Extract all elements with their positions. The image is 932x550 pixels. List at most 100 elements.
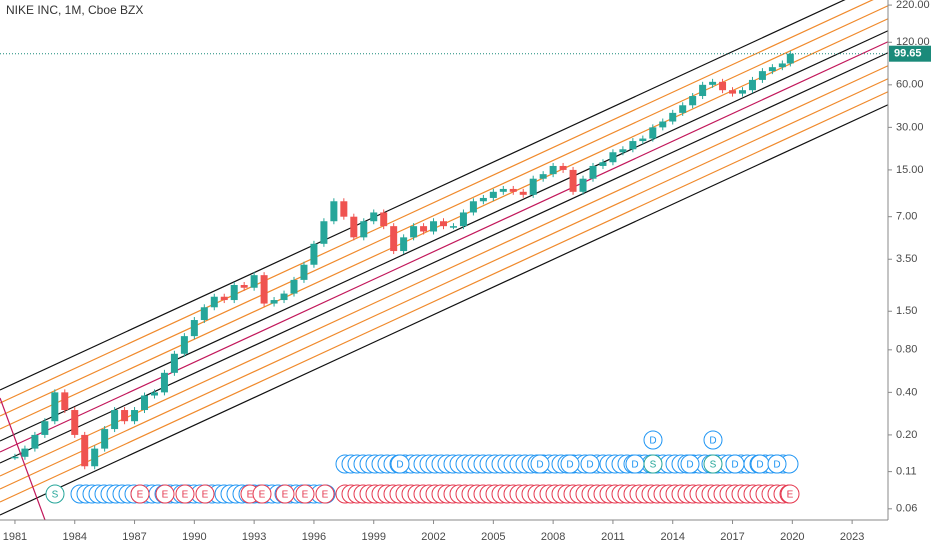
candle (629, 141, 637, 150)
candle (689, 96, 697, 106)
channel-line (0, 0, 874, 404)
candle (180, 336, 188, 354)
candle (51, 392, 59, 422)
candle (220, 296, 228, 301)
candle (430, 221, 438, 232)
candle (489, 191, 497, 198)
candle (420, 226, 428, 232)
candle (210, 296, 218, 308)
candle (350, 216, 358, 238)
event-label: E (162, 490, 169, 501)
y-tick-label: 0.20 (896, 429, 917, 441)
x-tick-label: 2023 (840, 531, 864, 543)
candle (786, 53, 794, 64)
y-tick-label: 3.50 (896, 253, 917, 265)
channel-line (0, 5, 889, 417)
event-label: D (536, 460, 543, 471)
event-label: E (322, 490, 329, 501)
x-tick-label: 2008 (541, 531, 565, 543)
candle (549, 165, 557, 175)
x-tick-label: 1984 (63, 531, 87, 543)
event-label: D (756, 460, 763, 471)
candle (61, 392, 69, 411)
candle (330, 201, 338, 222)
candle (768, 67, 776, 72)
candle (41, 421, 49, 435)
event-marker (155, 484, 175, 504)
event-label: S (52, 490, 59, 501)
candle (260, 275, 268, 304)
channel-line (0, 397, 46, 521)
y-tick-label: 0.06 (896, 503, 917, 515)
candle (529, 178, 537, 195)
x-tick-label: 1993 (242, 531, 266, 543)
event-label: E (259, 490, 266, 501)
candle (619, 149, 627, 153)
candle (230, 285, 238, 301)
event-marker (530, 454, 550, 474)
y-tick-label: 0.11 (896, 466, 917, 478)
last-price-label: 99.65 (894, 48, 922, 60)
y-tick-label: 1.50 (896, 305, 917, 317)
event-marker (680, 454, 700, 474)
x-tick-label: 2011 (601, 531, 625, 543)
x-tick-label: 2017 (720, 531, 744, 543)
candle (300, 264, 308, 280)
event-marker (703, 430, 723, 450)
event-marker (295, 484, 315, 504)
candle (170, 353, 178, 373)
candle (639, 138, 647, 142)
candle (150, 392, 158, 396)
candle (609, 152, 617, 163)
x-tick-label: 1987 (122, 531, 146, 543)
candle (380, 212, 388, 227)
x-tick-label: 1996 (302, 531, 326, 543)
event-label: D (396, 460, 403, 471)
candle (111, 410, 119, 430)
candle (290, 279, 298, 294)
x-tick-label: 1981 (3, 531, 27, 543)
candle (71, 410, 79, 435)
event-marker (643, 454, 663, 474)
candle (190, 320, 198, 337)
event-marker (315, 484, 335, 504)
candle (101, 429, 109, 449)
events: EEEEEEEEEEESDDDDDDDDDSDSD (45, 430, 800, 504)
candle (250, 275, 258, 288)
last-price-box (889, 45, 931, 62)
candle (360, 221, 368, 238)
event-label: S (710, 460, 717, 471)
candle (21, 448, 29, 457)
channel-line (0, 91, 889, 503)
candle (200, 307, 208, 321)
candle (410, 226, 418, 238)
candle (719, 81, 727, 91)
event-label: E (282, 490, 289, 501)
candle (459, 212, 467, 227)
event-marker (560, 454, 580, 474)
y-tick-label: 0.80 (896, 344, 917, 356)
x-tick-label: 1990 (182, 531, 206, 543)
candle (270, 300, 278, 304)
event-label: D (586, 460, 593, 471)
candle (310, 243, 318, 265)
channel-line (0, 78, 889, 490)
y-tick-label: 30.00 (896, 121, 924, 133)
candle (81, 434, 89, 467)
candle (240, 285, 248, 288)
event-marker (275, 484, 295, 504)
candle (400, 237, 408, 252)
channel-line (0, 104, 889, 516)
event-label: E (202, 490, 209, 501)
channel-line (0, 41, 889, 453)
candle (141, 395, 149, 411)
event-label: E (247, 490, 254, 501)
x-tick-label: 1999 (361, 531, 385, 543)
event-marker (175, 484, 195, 504)
event-label: E (787, 490, 794, 501)
event-marker (725, 454, 745, 474)
candle (440, 221, 448, 227)
y-tick-label: 7.00 (896, 211, 917, 223)
candle (370, 212, 378, 222)
